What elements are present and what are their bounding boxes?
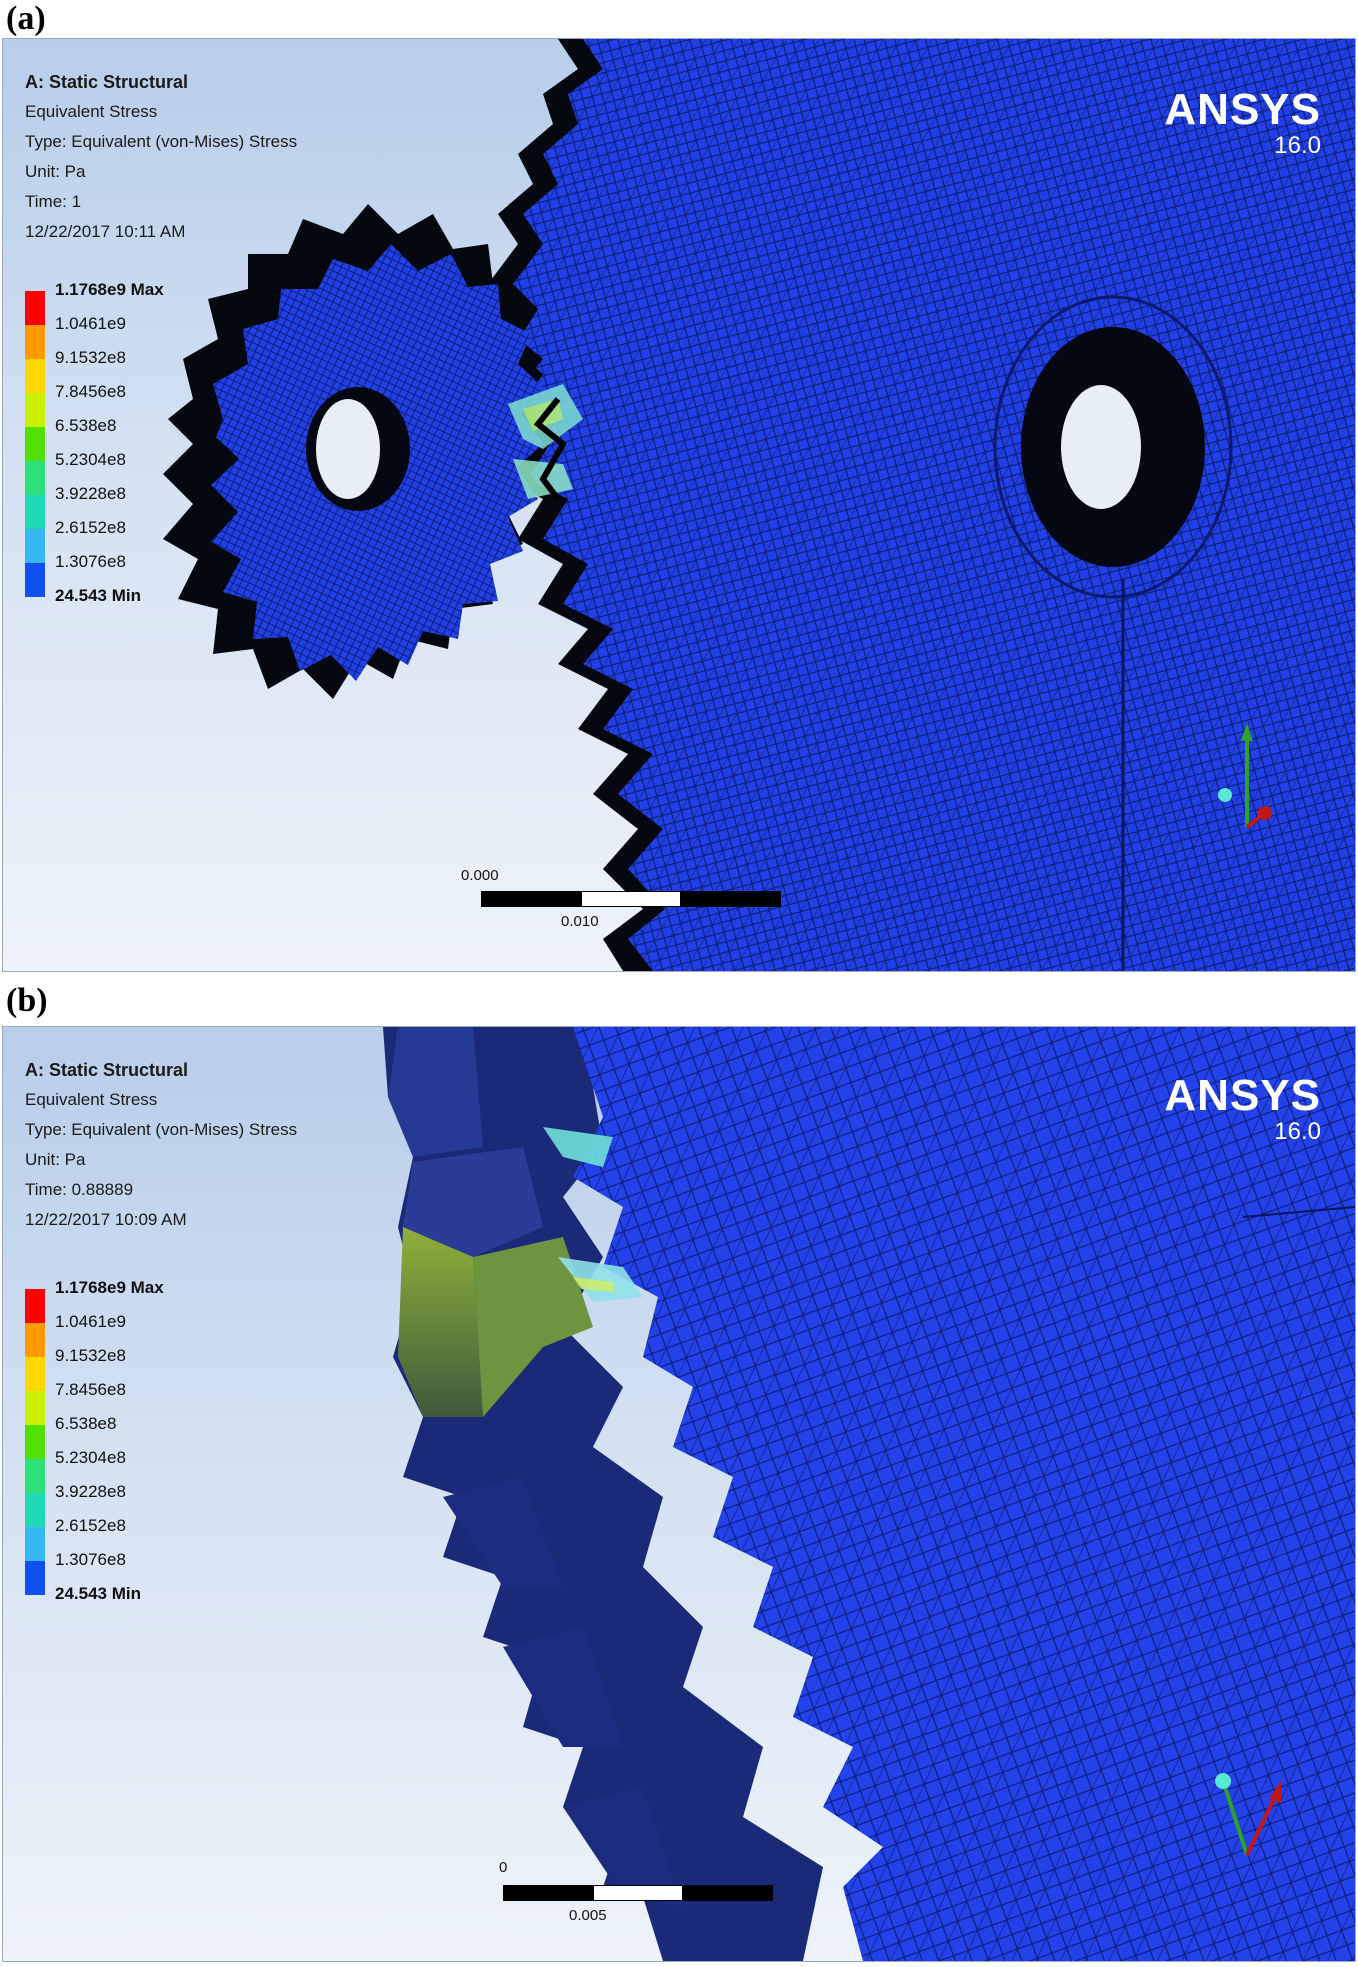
- ansys-logo-b: ANSYS 16.0: [1164, 1073, 1321, 1145]
- scale-bar-dark: [683, 1885, 773, 1901]
- gear-mesh-scene-a: [163, 39, 1355, 971]
- scale-ruler-a: 0.000 0.010: [461, 867, 781, 951]
- brand-name: ANSYS: [1164, 1071, 1321, 1120]
- result-timestamp: 12/22/2017 10:09 AM: [25, 1210, 187, 1229]
- scale-mid-label: 0.010: [561, 913, 599, 930]
- legend-label: 5.2304e8: [55, 450, 126, 469]
- legend-label: 6.538e8: [55, 416, 117, 435]
- legend-label: 6.538e8: [55, 1414, 117, 1433]
- contact-stress-zone-b: [543, 1127, 643, 1302]
- legend-swatch: [25, 291, 45, 325]
- gear-teeth-side-b: [383, 1027, 823, 1961]
- legend-label-max: 1.1768e9 Max: [55, 280, 164, 299]
- legend-swatch: [25, 495, 45, 529]
- legend-swatch: [25, 393, 45, 427]
- large-gear-a: [488, 39, 1355, 971]
- result-type: Type: Equivalent (von-Mises) Stress: [25, 132, 298, 151]
- result-name: Equivalent Stress: [25, 102, 158, 121]
- legend-swatch: [25, 359, 45, 393]
- scale-start-label: 0.000: [461, 867, 499, 884]
- legend-swatch: [25, 1459, 45, 1493]
- ansys-logo-a: ANSYS 16.0: [1164, 87, 1321, 159]
- legend-label: 7.8456e8: [55, 382, 126, 401]
- legend-swatch: [25, 1425, 45, 1459]
- legend-swatch: [25, 1391, 45, 1425]
- legend-swatch: [25, 461, 45, 495]
- legend-label: 1.0461e9: [55, 314, 126, 333]
- panel-b-label: (b): [6, 982, 48, 1019]
- panel-a-label: (a): [6, 0, 46, 37]
- legend-label: 2.6152e8: [55, 518, 126, 537]
- axis-triad-a: [1218, 723, 1272, 829]
- axis-triad-b: [1215, 1773, 1281, 1856]
- result-unit: Unit: Pa: [25, 162, 86, 181]
- scale-bar-light: [581, 891, 681, 907]
- legend-swatch: [25, 529, 45, 563]
- scale-bar-dark: [503, 1885, 593, 1901]
- legend-label: 5.2304e8: [55, 1448, 126, 1467]
- contact-stress-zone-a: [508, 384, 583, 501]
- legend-label: 7.8456e8: [55, 1380, 126, 1399]
- legend-label: 3.9228e8: [55, 484, 126, 503]
- scale-mid-label: 0.005: [569, 1907, 607, 1924]
- brand-version: 16.0: [1274, 132, 1321, 159]
- viewport-b[interactable]: A: Static Structural Equivalent Stress T…: [2, 1026, 1356, 1962]
- legend-swatch: [25, 1289, 45, 1323]
- legend-swatch: [25, 1357, 45, 1391]
- result-info-a: A: Static Structural Equivalent Stress T…: [25, 67, 297, 247]
- legend-label: 9.1532e8: [55, 348, 126, 367]
- brand-version: 16.0: [1274, 1118, 1321, 1145]
- legend-swatch: [25, 1493, 45, 1527]
- scale-bar-light: [593, 1885, 683, 1901]
- analysis-title: A: Static Structural: [25, 1060, 189, 1080]
- legend-label-min: 24.543 Min: [55, 1584, 141, 1603]
- result-time: Time: 1: [25, 192, 82, 211]
- result-unit: Unit: Pa: [25, 1150, 86, 1169]
- viewport-a[interactable]: A: Static Structural Equivalent Stress T…: [2, 38, 1356, 972]
- result-name: Equivalent Stress: [25, 1090, 158, 1109]
- legend-label-max: 1.1768e9 Max: [55, 1278, 164, 1297]
- result-info-b: A: Static Structural Equivalent Stress T…: [25, 1055, 297, 1235]
- legend-label: 2.6152e8: [55, 1516, 126, 1535]
- result-timestamp: 12/22/2017 10:11 AM: [25, 222, 186, 241]
- legend-label: 9.1532e8: [55, 1346, 126, 1365]
- result-type: Type: Equivalent (von-Mises) Stress: [25, 1120, 298, 1139]
- scale-start-label: 0: [499, 1859, 508, 1876]
- legend-swatch: [25, 1323, 45, 1357]
- large-gear-face-b: [573, 1027, 1355, 1961]
- scale-ruler-b: 0 0.005: [499, 1859, 773, 1945]
- legend-label: 3.9228e8: [55, 1482, 126, 1501]
- scale-bar-dark: [481, 891, 581, 907]
- legend-swatch: [25, 1527, 45, 1561]
- legend-label: 1.3076e8: [55, 1550, 126, 1569]
- legend-swatch: [25, 563, 45, 597]
- analysis-title: A: Static Structural: [25, 72, 189, 92]
- scale-bar-dark: [681, 891, 781, 907]
- legend-swatch: [25, 427, 45, 461]
- legend-label: 1.3076e8: [55, 552, 126, 571]
- gear-mesh-scene-b: [383, 1027, 1355, 1961]
- legend-swatch: [25, 1561, 45, 1595]
- result-time: Time: 0.88889: [25, 1180, 134, 1199]
- small-gear-a: [163, 204, 543, 699]
- legend-label: 1.0461e9: [55, 1312, 126, 1331]
- brand-name: ANSYS: [1164, 85, 1321, 134]
- legend-swatch: [25, 325, 45, 359]
- legend-label-min: 24.543 Min: [55, 586, 141, 605]
